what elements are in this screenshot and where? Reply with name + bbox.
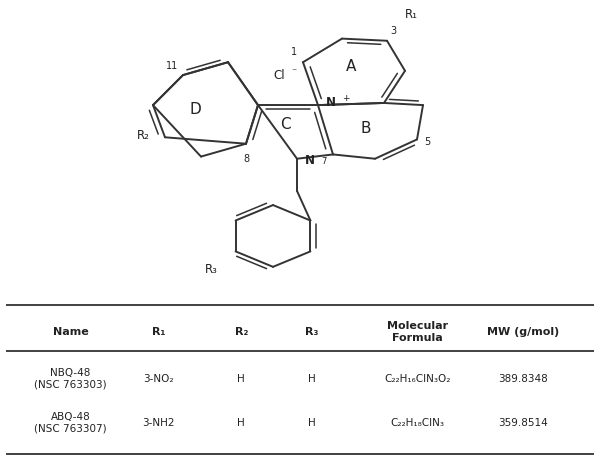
Text: 389.8348: 389.8348 — [499, 374, 548, 384]
Text: H: H — [308, 374, 316, 384]
Text: 11: 11 — [166, 61, 178, 71]
Text: C: C — [280, 117, 290, 132]
Text: C₂₂H₁₈ClN₃: C₂₂H₁₈ClN₃ — [391, 418, 445, 428]
Text: H: H — [238, 418, 245, 428]
Text: B: B — [361, 121, 371, 136]
Text: 5: 5 — [424, 137, 430, 146]
Text: Molecular
Formula: Molecular Formula — [387, 321, 448, 342]
Text: N: N — [305, 154, 315, 167]
Text: 7: 7 — [321, 158, 326, 166]
Text: Cl: Cl — [274, 68, 285, 82]
Text: 1: 1 — [291, 47, 297, 57]
Text: ⁻: ⁻ — [291, 67, 296, 77]
Text: R₁: R₁ — [152, 327, 166, 337]
Text: H: H — [238, 374, 245, 384]
Text: ABQ-48
(NSC 763307): ABQ-48 (NSC 763307) — [34, 412, 107, 434]
Text: 3-NO₂: 3-NO₂ — [143, 374, 174, 384]
Text: R₂: R₂ — [235, 327, 248, 337]
Text: Name: Name — [53, 327, 89, 337]
Text: 3: 3 — [390, 26, 396, 36]
Text: A: A — [346, 59, 356, 74]
Text: R₃: R₃ — [205, 263, 218, 276]
Text: MW (g/mol): MW (g/mol) — [487, 327, 560, 337]
Text: D: D — [189, 102, 201, 117]
Text: R₃: R₃ — [305, 327, 319, 337]
Text: R₁: R₁ — [405, 8, 418, 21]
Text: NBQ-48
(NSC 763303): NBQ-48 (NSC 763303) — [34, 368, 107, 389]
Text: N: N — [326, 97, 336, 109]
Text: 8: 8 — [243, 154, 249, 164]
Text: +: + — [342, 94, 349, 103]
Text: 359.8514: 359.8514 — [499, 418, 548, 428]
Text: H: H — [308, 418, 316, 428]
Text: R₂: R₂ — [137, 128, 150, 142]
Text: C₂₂H₁₆ClN₃O₂: C₂₂H₁₆ClN₃O₂ — [385, 374, 451, 384]
Text: 3-NH2: 3-NH2 — [143, 418, 175, 428]
